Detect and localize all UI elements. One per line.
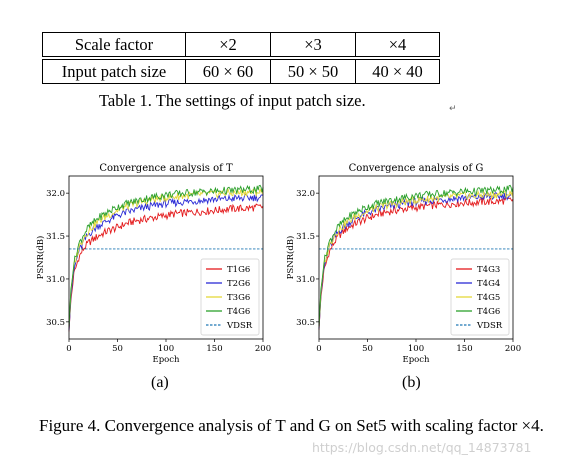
- watermark-text: https://blog.csdn.net/qq_14873781: [312, 440, 532, 455]
- y-tick-label: 31.0: [46, 275, 65, 285]
- legend-label-t4g5: T4G5: [477, 293, 500, 303]
- patch-size-settings-table: Scale factor ×2 ×3 ×4 Input patch size 6…: [42, 32, 440, 84]
- x-tick-label: 0: [316, 344, 321, 354]
- legend-label-t2g6: T2G6: [227, 279, 250, 289]
- x-axis-label: Epoch: [153, 355, 181, 365]
- x-tick-label: 0: [66, 344, 71, 354]
- chart-title: Convergence analysis of T: [99, 163, 233, 174]
- series-line-t4g5: [318, 190, 514, 327]
- table-row-scale-factor: Scale factor ×2 ×3 ×4: [42, 32, 440, 57]
- table-cell-scale-x2: ×2: [185, 32, 271, 57]
- legend-label-t4g3: T4G3: [477, 265, 500, 275]
- x-tick-label: 200: [255, 344, 271, 354]
- legend-label-t4g4: T4G4: [477, 279, 500, 289]
- convergence-chart-t: Convergence analysis of T 0 50 100 150 200 30.…: [34, 158, 279, 368]
- legend-label-vdsr: VDSR: [476, 321, 503, 331]
- table-cell-patch-60: 60 × 60: [185, 59, 271, 84]
- table-cell-scale-x4: ×4: [355, 32, 440, 57]
- convergence-chart-g: Convergence analysis of G 0 50 100 150 200 30.…: [284, 158, 529, 368]
- subfigure-label-b: (b): [402, 374, 421, 391]
- x-tick-label: 100: [158, 344, 174, 354]
- y-tick-label: 31.5: [46, 232, 65, 242]
- table-cell-scale-x3: ×3: [270, 32, 356, 57]
- legend-label-t1g6: T1G6: [227, 265, 250, 275]
- subfigure-label-a: (a): [151, 374, 169, 391]
- x-tick-label: 200: [505, 344, 521, 354]
- legend-label-t4g6: T4G6: [227, 307, 250, 317]
- return-mark-icon: ↵: [449, 104, 457, 114]
- y-tick-label: 32.0: [46, 189, 65, 199]
- x-axis-label: Epoch: [403, 355, 431, 365]
- x-tick-label: 150: [206, 344, 222, 354]
- x-tick-label: 50: [112, 344, 123, 354]
- table-row-input-patch-size: Input patch size 60 × 60 50 × 50 40 × 40: [42, 59, 440, 84]
- series-line-t3g6: [68, 187, 264, 327]
- legend-label-vdsr: VDSR: [226, 321, 253, 331]
- y-tick-label: 31.0: [296, 275, 315, 285]
- y-tick-label: 32.0: [296, 189, 315, 199]
- series-line-t2g6: [68, 193, 264, 331]
- x-tick-label: 100: [408, 344, 424, 354]
- table-cell-scale-factor-label: Scale factor: [42, 32, 186, 57]
- series-line-t4g3: [318, 196, 514, 330]
- y-tick-label: 30.5: [296, 318, 315, 328]
- legend-box: [200, 258, 260, 336]
- table-cell-patch-50: 50 × 50: [270, 59, 356, 84]
- chart-title: Convergence analysis of G: [349, 163, 484, 174]
- y-tick-label: 30.5: [46, 318, 65, 328]
- x-tick-label: 150: [456, 344, 472, 354]
- series-line-t1g6: [68, 203, 264, 332]
- y-tick-label: 31.5: [296, 232, 315, 242]
- table-caption: Table 1. The settings of input patch siz…: [99, 91, 366, 110]
- series-line-t4g6: [68, 184, 264, 328]
- table-cell-patch-40: 40 × 40: [355, 59, 440, 84]
- legend-box: [450, 258, 510, 336]
- series-line-t4g6: [318, 184, 514, 327]
- y-axis-label: PSNR(dB): [35, 236, 46, 280]
- y-axis-label: PSNR(dB): [285, 236, 296, 280]
- legend-label-t4g6: T4G6: [477, 307, 500, 317]
- figure-caption: Figure 4. Convergence analysis of T and …: [39, 416, 544, 435]
- legend-label-t3g6: T3G6: [227, 293, 250, 303]
- x-tick-label: 50: [362, 344, 373, 354]
- table-cell-patch-size-label: Input patch size: [42, 59, 186, 84]
